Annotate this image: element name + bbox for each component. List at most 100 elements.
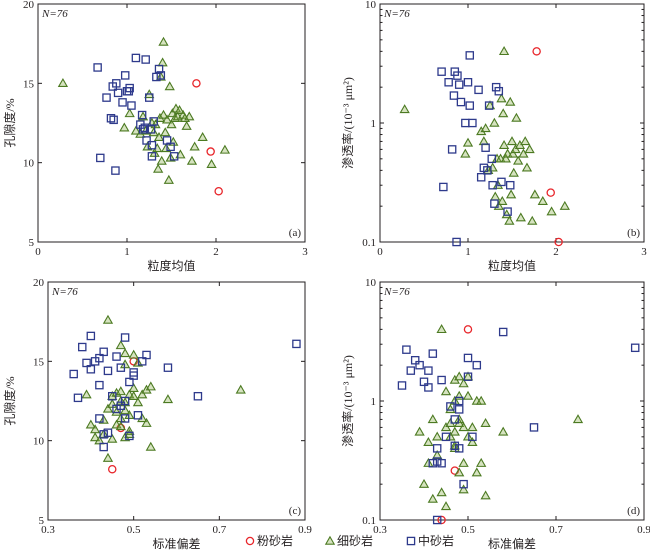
data-point-zhong (446, 402, 455, 411)
x-tick-label: 0 (35, 246, 41, 258)
data-point-xi (128, 390, 139, 400)
data-point-xi (454, 371, 465, 381)
data-point-zhong (472, 360, 482, 370)
data-point-zhong (419, 377, 429, 387)
data-point-fen (437, 515, 446, 525)
data-point-zhong (154, 64, 164, 74)
x-tick-label: 0.5 (461, 524, 475, 536)
data-point-xi (462, 137, 474, 147)
data-point-xi (181, 120, 192, 130)
series-zhong (437, 51, 515, 247)
data-point-zhong (133, 411, 143, 420)
data-point-xi (524, 144, 535, 154)
data-point-xi (141, 417, 152, 427)
data-point-zhong (453, 71, 462, 80)
data-point-zhong (138, 125, 148, 134)
y-tick-label: 10 (365, 0, 377, 11)
series-xi (414, 324, 584, 511)
data-point-xi (148, 127, 159, 137)
panel-c: 0.3 0.5 0.7 0.9 5 10 15 20 N=76 (c) 标准偏差 孔隙度/% (2, 277, 312, 551)
data-point-xi (436, 324, 447, 334)
data-point-xi (132, 357, 144, 367)
data-point-zhong (125, 377, 134, 387)
data-point-zhong (146, 125, 156, 134)
data-point-xi (98, 414, 109, 424)
data-point-zhong (474, 85, 483, 95)
data-point-xi (119, 348, 131, 358)
data-point-zhong (454, 396, 464, 406)
data-point-xi (130, 125, 142, 135)
data-point-zhong (96, 153, 105, 163)
data-point-xi (119, 122, 130, 132)
data-point-xi (115, 340, 126, 350)
data-point-zhong (103, 366, 113, 376)
data-point-zhong (163, 363, 173, 372)
data-point-xi (161, 114, 173, 124)
data-point-xi (436, 487, 447, 497)
data-point-zhong (142, 136, 151, 145)
data-point-zhong (454, 444, 464, 453)
data-point-xi (504, 215, 515, 225)
data-point-zhong (152, 72, 161, 82)
legend-label: 细砂岩 (337, 533, 373, 548)
data-point-xi (546, 206, 557, 216)
legend-label: 粉砂岩 (257, 533, 293, 548)
data-point-xi (160, 127, 171, 137)
data-point-zhong (529, 423, 539, 432)
data-point-xi (520, 136, 531, 146)
y-axis-label: 渗透率/(10⁻³ μm²) (340, 77, 355, 169)
data-point-xi (572, 414, 584, 424)
data-point-zhong (428, 458, 438, 468)
data-point-zhong (406, 366, 416, 375)
data-point-zhong (147, 140, 157, 150)
data-point-xi (115, 413, 126, 423)
y-tick-label: 10 (23, 158, 35, 170)
data-point-xi (458, 378, 469, 388)
data-point-zhong (120, 333, 130, 342)
data-point-xi (153, 163, 164, 173)
n-count-label: N=76 (41, 8, 68, 20)
data-point-xi (508, 167, 519, 177)
data-point-zhong (483, 166, 492, 175)
plot-frame (379, 281, 645, 521)
data-point-zhong (82, 358, 91, 368)
data-point-zhong (95, 353, 104, 363)
y-tick-label: 0.1 (362, 237, 376, 249)
data-point-zhong (459, 479, 468, 489)
data-point-xi (498, 108, 509, 118)
data-point-zhong (120, 71, 130, 80)
x-tick-label: 0.5 (127, 524, 141, 536)
data-point-zhong (498, 327, 508, 337)
data-point-xi (515, 212, 526, 222)
data-point-zhong (428, 349, 438, 358)
data-point-zhong (116, 363, 126, 372)
data-point-xi (467, 422, 478, 432)
data-point-xi (111, 406, 122, 416)
x-tick-label: 0.3 (373, 524, 387, 536)
legend-marker-zhong (406, 536, 416, 546)
data-point-xi (107, 433, 118, 443)
data-point-xi (152, 143, 163, 153)
data-point-zhong (120, 414, 130, 423)
data-point-xi (89, 432, 101, 442)
data-point-zhong (397, 381, 407, 390)
data-point-xi (158, 36, 169, 46)
data-point-xi (145, 381, 156, 391)
y-tick-label: 1 (371, 396, 377, 408)
x-axis-label: 粒度均值 (488, 258, 536, 273)
data-point-xi (156, 155, 167, 165)
data-point-xi (89, 424, 101, 434)
y-tick-label: 15 (33, 356, 45, 368)
legend-item-zhong: 中砂岩 (406, 533, 454, 548)
data-point-xi (219, 144, 231, 154)
data-point-zhong (454, 80, 464, 89)
data-point-zhong (113, 88, 123, 98)
data-point-xi (471, 467, 482, 477)
y-axis-label: 渗透率/(10⁻³ μm²) (340, 355, 355, 447)
data-point-xi (189, 141, 200, 151)
data-point-zhong (463, 353, 473, 363)
data-point-xi (476, 457, 487, 467)
panel-b: 0 1 2 3 0.1 1 10 N=76 (b) 粒度均值 渗透率/(10⁻³ μm²) (340, 0, 647, 273)
data-point-zhong (444, 78, 453, 87)
x-tick-label: 0.9 (637, 524, 650, 536)
